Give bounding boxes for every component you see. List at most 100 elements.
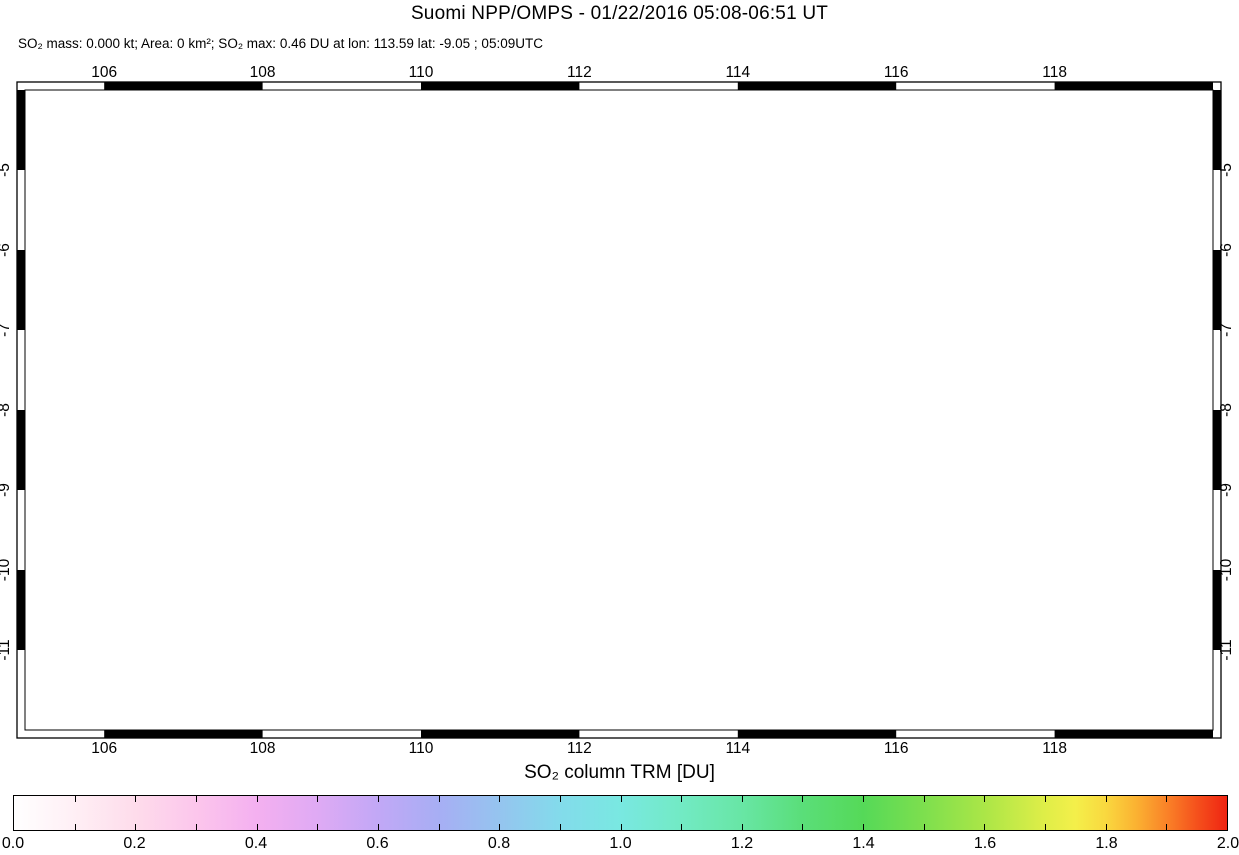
colorbar-tick-label: 0.8 xyxy=(487,835,511,852)
colorbar-minor-tick xyxy=(559,824,561,830)
frame-segment xyxy=(17,570,25,650)
colorbar-minor-tick xyxy=(1166,796,1168,802)
lon-tick-label: 112 xyxy=(567,64,592,81)
colorbar-minor-tick xyxy=(802,824,804,830)
lat-tick-label: -9 xyxy=(0,483,13,497)
colorbar-minor-tick xyxy=(377,824,379,830)
lat-tick-label: -9 xyxy=(1218,483,1235,497)
colorbar-minor-tick xyxy=(499,796,501,802)
colorbar-minor-tick xyxy=(74,824,76,830)
colorbar-minor-tick xyxy=(559,796,561,802)
lat-tick-label: -11 xyxy=(1218,639,1235,660)
frame-segment xyxy=(17,90,25,170)
colorbar-minor-tick xyxy=(802,796,804,802)
colorbar-minor-tick xyxy=(1045,796,1047,802)
frame-segment xyxy=(421,730,580,738)
colorbar-minor-tick xyxy=(195,796,197,802)
lat-tick-label: -10 xyxy=(1218,558,1235,581)
colorbar-minor-tick xyxy=(923,824,925,830)
colorbar-minor-tick xyxy=(984,824,986,830)
lat-tick-label: -10 xyxy=(0,558,13,581)
lat-tick-label: -7 xyxy=(1218,323,1235,337)
colorbar-minor-tick xyxy=(741,796,743,802)
colorbar-tick-label: 0.4 xyxy=(244,835,268,852)
colorbar-minor-tick xyxy=(74,796,76,802)
colorbar-tick-label: 1.4 xyxy=(852,835,875,852)
colorbar-minor-tick xyxy=(681,824,683,830)
lon-tick-label: 106 xyxy=(91,740,117,757)
colorbar-minor-tick xyxy=(681,796,683,802)
colorbar-minor-tick xyxy=(1166,824,1168,830)
frame-segment xyxy=(104,82,263,90)
colorbar-tick-label: 1.0 xyxy=(609,835,632,852)
colorbar-minor-tick xyxy=(1045,824,1047,830)
colorbar-minor-tick xyxy=(741,824,743,830)
lat-tick-label: -6 xyxy=(1218,243,1235,257)
frame-segment xyxy=(104,730,263,738)
colorbar-tick-labels: 0.0 0.2 0.4 0.6 0.8 1.0 1.2 1.4 1.6 1.8 2.0 xyxy=(2,835,1239,855)
colorbar-title: SO₂ column TRM [DU] xyxy=(524,762,715,783)
colorbar-minor-tick xyxy=(620,824,622,830)
colorbar-minor-tick xyxy=(863,796,865,802)
lon-tick-label: 116 xyxy=(884,740,909,757)
colorbar-tick-label: 2.0 xyxy=(1216,835,1239,852)
colorbar-minor-tick xyxy=(195,824,197,830)
frame-segment xyxy=(737,82,897,90)
frame-segment xyxy=(1213,250,1221,330)
colorbar-tick-label: 0.0 xyxy=(1,835,25,852)
colorbar-minor-tick xyxy=(863,824,865,830)
lat-tick-label: -11 xyxy=(0,639,13,660)
so2-stats-line: SO₂ mass: 0.000 kt; Area: 0 km²; SO₂ max… xyxy=(18,36,543,51)
lon-tick-label: 116 xyxy=(884,64,909,81)
lat-tick-label: -6 xyxy=(0,243,13,257)
lat-tick-label: -5 xyxy=(1218,163,1235,177)
lon-tick-label: 106 xyxy=(91,64,117,81)
lat-tick-label: -5 xyxy=(0,163,13,177)
colorbar-tick-label: 1.2 xyxy=(730,835,754,852)
lon-tick-label: 118 xyxy=(1042,740,1067,757)
frame-segment xyxy=(1054,82,1213,90)
colorbar-minor-tick xyxy=(135,796,137,802)
frame-segment xyxy=(1213,570,1221,650)
frame-segment xyxy=(421,82,580,90)
frame-segment xyxy=(1054,730,1213,738)
colorbar-minor-tick xyxy=(499,824,501,830)
colorbar-minor-tick xyxy=(923,796,925,802)
frame-segment xyxy=(17,410,25,490)
colorbar-tick-label: 1.8 xyxy=(1095,835,1118,852)
colorbar-minor-tick xyxy=(135,824,137,830)
map-canvas: 106 106 108 108 110 110 112 112 114 114 116 116 118 1… xyxy=(0,64,1235,757)
lon-tick-label: 112 xyxy=(567,740,592,757)
colorbar-minor-tick xyxy=(256,796,258,802)
colorbar xyxy=(13,795,1228,831)
lon-tick-label: 108 xyxy=(250,64,276,81)
colorbar-tick-label: 0.2 xyxy=(123,835,146,852)
frame-segment xyxy=(17,250,25,330)
colorbar-minor-tick xyxy=(317,824,319,830)
plot-title: Suomi NPP/OMPS - 01/22/2016 05:08-06:51 … xyxy=(410,3,829,24)
colorbar-tick-label: 1.6 xyxy=(973,835,997,852)
frame-segment xyxy=(737,730,897,738)
colorbar-minor-tick xyxy=(1105,824,1107,830)
colorbar-tick-label: 0.6 xyxy=(366,835,389,852)
lon-tick-label: 110 xyxy=(409,64,434,81)
colorbar-minor-tick xyxy=(438,824,440,830)
lat-tick-label: -8 xyxy=(0,403,13,417)
lon-tick-label: 108 xyxy=(250,740,276,757)
lat-tick-label: -7 xyxy=(0,323,13,337)
colorbar-minor-tick xyxy=(1105,796,1107,802)
lon-tick-label: 114 xyxy=(725,740,750,757)
frame-segment xyxy=(1213,90,1221,170)
lon-tick-label: 118 xyxy=(1042,64,1067,81)
frame-segment xyxy=(1213,410,1221,490)
map-frame xyxy=(16,81,1222,739)
colorbar-minor-tick xyxy=(377,796,379,802)
colorbar-minor-tick xyxy=(620,796,622,802)
colorbar-minor-tick xyxy=(984,796,986,802)
colorbar-minor-tick xyxy=(256,824,258,830)
lon-tick-label: 110 xyxy=(409,740,434,757)
colorbar-minor-tick xyxy=(438,796,440,802)
colorbar-minor-tick xyxy=(317,796,319,802)
lon-tick-label: 114 xyxy=(725,64,750,81)
